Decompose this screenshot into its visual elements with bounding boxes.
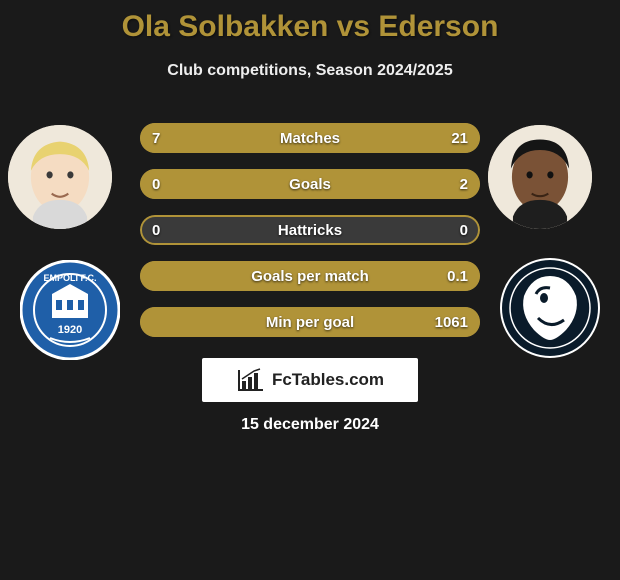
- logo-text: FcTables.com: [272, 370, 384, 390]
- comparison-date: 15 december 2024: [0, 416, 620, 434]
- stat-row: Min per goal 1061: [140, 307, 480, 337]
- stat-value-right: 1061: [435, 314, 468, 331]
- stat-value-left: 0: [152, 176, 160, 193]
- stat-value-left: 7: [152, 130, 160, 147]
- stat-value-right: 21: [451, 130, 468, 147]
- player-right-avatar: [488, 125, 592, 229]
- fctables-logo: FcTables.com: [202, 358, 418, 402]
- stat-value-right: 2: [460, 176, 468, 193]
- barchart-icon: [236, 367, 266, 393]
- face-placeholder-icon: [8, 125, 112, 229]
- stats-panel: 7 Matches 21 0 Goals 2 0 Hattricks 0 Goals per ma…: [140, 123, 480, 353]
- club-crest-icon: [500, 258, 600, 358]
- stat-label: Goals per match: [251, 268, 369, 285]
- stat-value-right: 0: [460, 222, 468, 239]
- stat-label: Min per goal: [266, 314, 354, 331]
- stat-row: Goals per match 0.1: [140, 261, 480, 291]
- stat-row: 7 Matches 21: [140, 123, 480, 153]
- club-right-badge: [500, 258, 600, 358]
- player-left-avatar: [8, 125, 112, 229]
- stat-value-right: 0.1: [447, 268, 468, 285]
- svg-text:1920: 1920: [58, 324, 82, 336]
- stat-row: 0 Hattricks 0: [140, 215, 480, 245]
- subtitle: Club competitions, Season 2024/2025: [0, 62, 620, 80]
- stat-label: Matches: [280, 130, 340, 147]
- club-left-badge: EMPOLI F.C. 1920: [20, 260, 120, 360]
- club-crest-icon: EMPOLI F.C. 1920: [20, 260, 120, 360]
- stat-label: Hattricks: [278, 222, 342, 239]
- stat-value-left: 0: [152, 222, 160, 239]
- svg-text:EMPOLI F.C.: EMPOLI F.C.: [43, 273, 96, 283]
- page-title: Ola Solbakken vs Ederson: [0, 0, 620, 44]
- face-placeholder-icon: [488, 125, 592, 229]
- stat-label: Goals: [289, 176, 331, 193]
- stat-row: 0 Goals 2: [140, 169, 480, 199]
